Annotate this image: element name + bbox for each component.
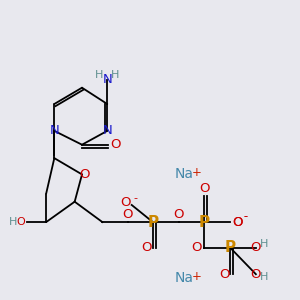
Text: H: H: [111, 70, 120, 80]
Text: O: O: [110, 138, 121, 151]
Text: P: P: [147, 214, 158, 230]
Text: P: P: [199, 214, 210, 230]
Text: -: -: [244, 211, 248, 221]
Text: O: O: [142, 241, 152, 254]
Text: P: P: [225, 240, 236, 255]
Text: O: O: [16, 217, 25, 227]
Text: O: O: [232, 216, 243, 229]
Text: N: N: [102, 73, 112, 86]
Text: -: -: [244, 211, 248, 221]
Text: O: O: [250, 268, 260, 281]
Text: O: O: [250, 241, 260, 254]
Text: O: O: [232, 216, 243, 229]
Text: O: O: [120, 196, 131, 209]
Text: +: +: [192, 166, 202, 179]
Text: O: O: [219, 268, 230, 281]
Text: O: O: [79, 168, 89, 181]
Text: Na: Na: [175, 167, 194, 182]
Text: O: O: [122, 208, 133, 221]
Text: N: N: [50, 124, 59, 137]
Text: H: H: [9, 217, 18, 227]
Text: H: H: [260, 272, 268, 282]
Text: -: -: [134, 193, 138, 202]
Text: H: H: [260, 239, 268, 250]
Text: N: N: [102, 124, 112, 137]
Text: O: O: [173, 208, 184, 221]
Text: H: H: [95, 70, 103, 80]
Text: +: +: [192, 270, 202, 283]
Text: Na: Na: [175, 271, 194, 285]
Text: O: O: [199, 182, 209, 195]
Text: O: O: [192, 241, 202, 254]
